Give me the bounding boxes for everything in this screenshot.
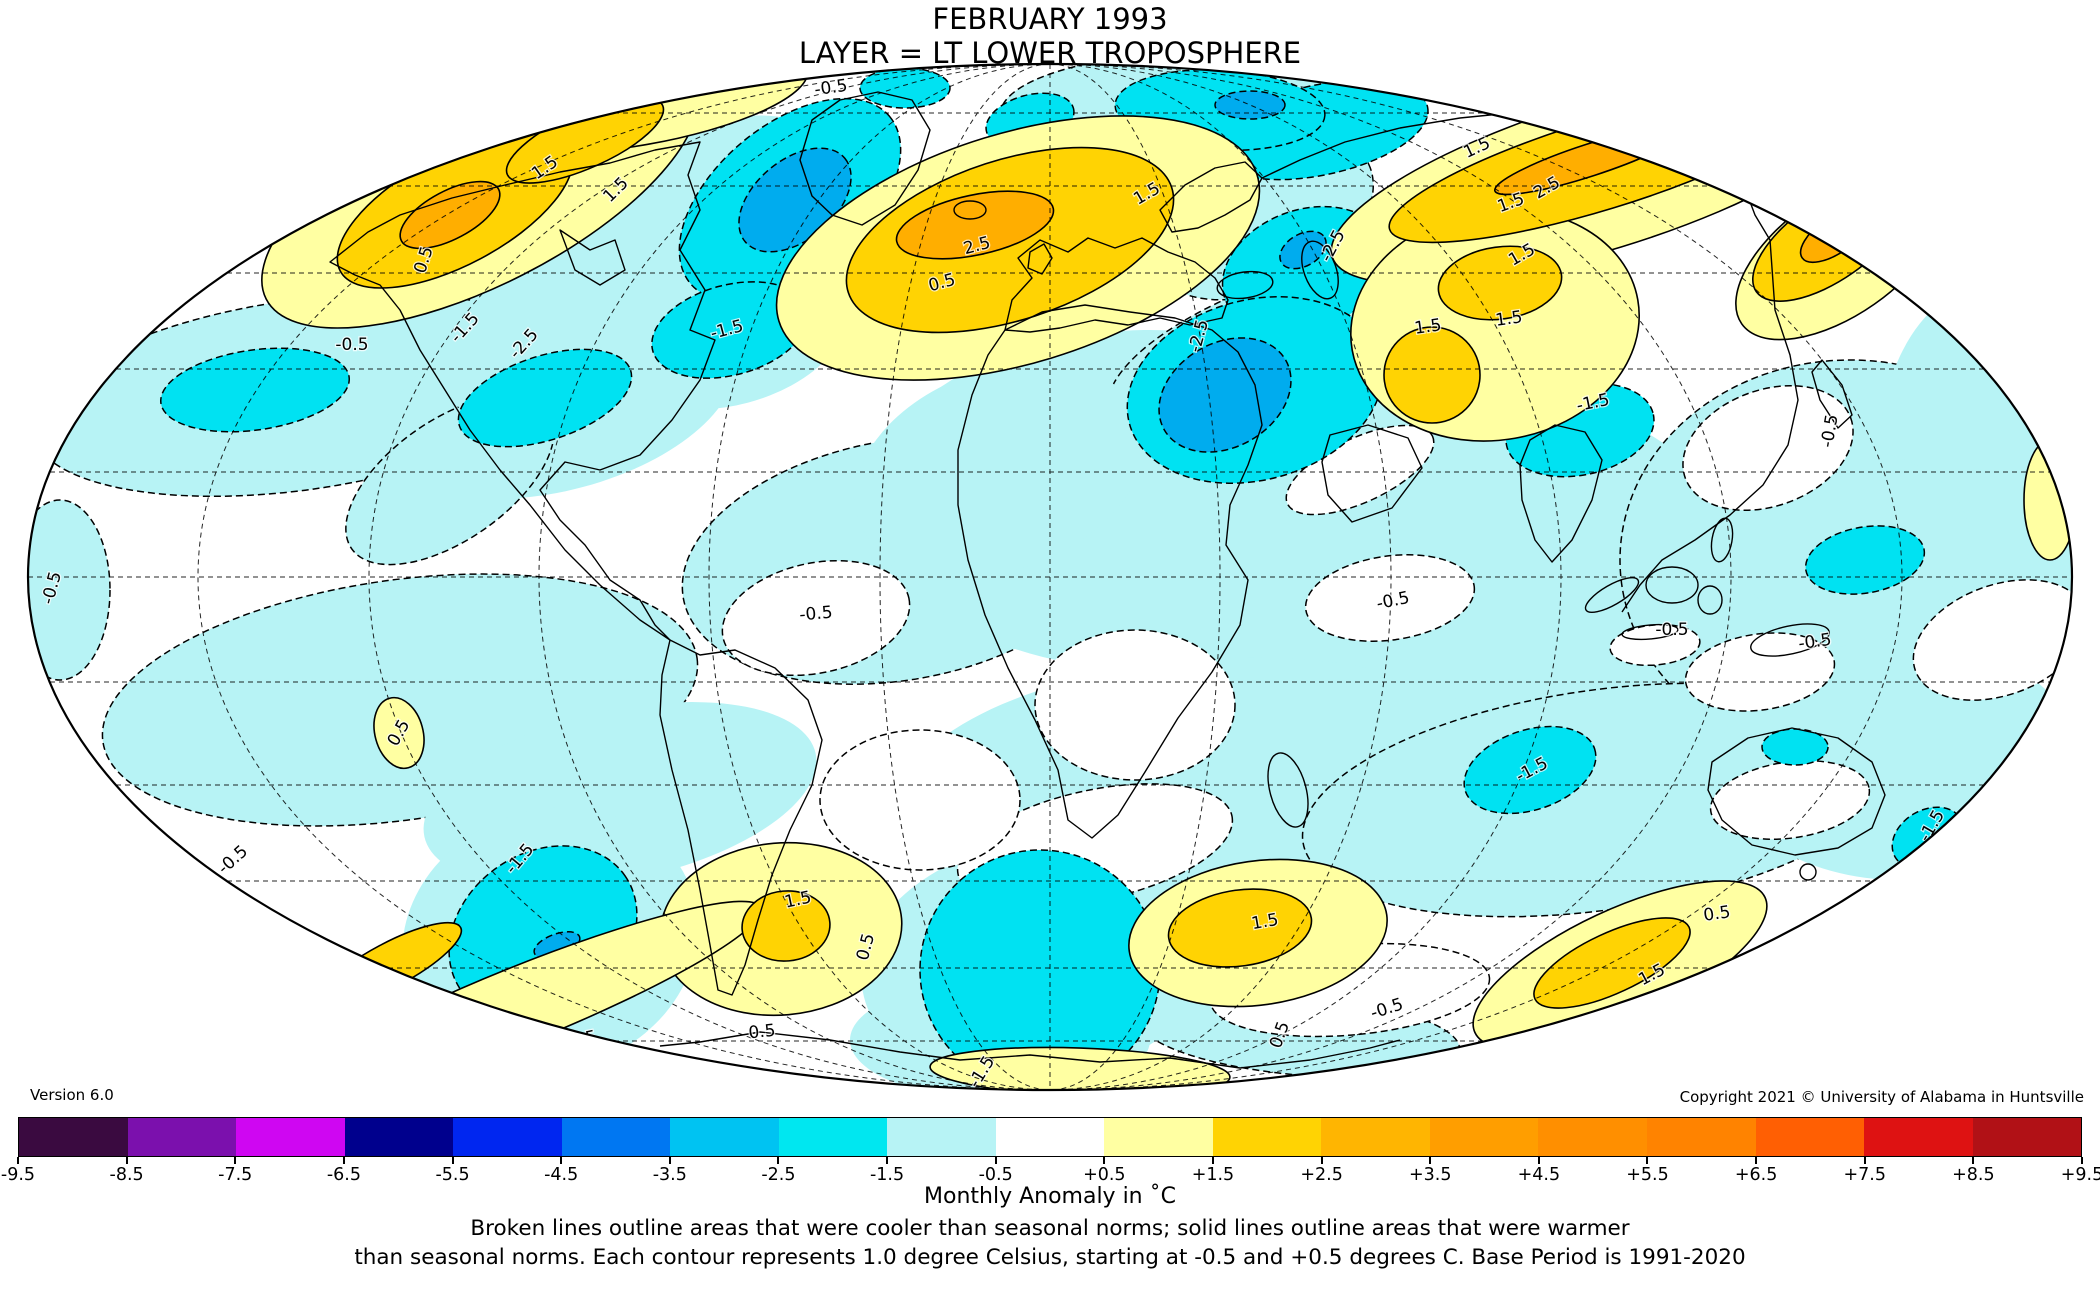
colorbar-tick-label: +2.5 — [1300, 1165, 1343, 1185]
colorbar-segment — [561, 1118, 671, 1156]
colorbar-tick-label: -3.5 — [652, 1165, 687, 1185]
colorbar-ticks: -9.5 -8.5 -7.5 -6.5 -5.5 -4.5 -3.5 -2.5 -1.5 -0.5… — [1, 1157, 2100, 1187]
colorbar-tick-label: -5.5 — [435, 1165, 470, 1185]
colorbar-tick-label: -7.5 — [218, 1165, 253, 1185]
contour-label: 1.5 — [1413, 315, 1443, 339]
contour-label: 0.5 — [1702, 902, 1732, 926]
contour-label: -0.5 — [799, 603, 834, 626]
colorbar-tick-mark — [668, 1157, 671, 1164]
colorbar-tick-label: -9.5 — [0, 1165, 36, 1185]
colorbar-tick-label: +6.5 — [1734, 1165, 1778, 1185]
contour-label: 0.5 — [748, 1021, 777, 1044]
colorbar-tick-mark — [1972, 1157, 1975, 1164]
contour-label: -0.5 — [562, 1027, 599, 1053]
colorbar-segment — [1864, 1118, 1973, 1156]
colorbar-title: Monthly Anomaly in ˚C — [924, 1184, 1176, 1209]
caption-line-2: than seasonal norms. Each contour repres… — [354, 1245, 1746, 1270]
colorbar-segment — [453, 1118, 562, 1156]
colorbar-tick-label: -2.5 — [761, 1165, 796, 1185]
colorbar-segment — [1972, 1118, 2082, 1156]
colorbar-tick-mark — [2081, 1157, 2083, 1164]
colorbar-segment — [887, 1118, 996, 1156]
colorbar-segment — [1429, 1118, 1539, 1156]
colorbar-tick-label: -4.5 — [544, 1165, 579, 1185]
colorbar-segment — [1212, 1118, 1322, 1156]
colorbar-tick-mark — [886, 1157, 889, 1164]
colorbar-tick-mark — [994, 1157, 997, 1164]
colorbar-tick-mark — [560, 1157, 563, 1164]
colorbar-tick-mark — [1320, 1157, 1323, 1164]
coastlines — [329, 91, 1936, 1069]
page-title: FEBRUARY 1993 LAYER = LT LOWER TROPOSPHE… — [0, 2, 2100, 70]
version-label: Version 6.0 — [30, 1086, 114, 1104]
map-outline — [26, 62, 2074, 1092]
colorbar-tick-mark — [17, 1157, 19, 1164]
colorbar-tick-mark — [1103, 1157, 1106, 1164]
colorbar-tick-mark — [1755, 1157, 1758, 1164]
colorbar-tick-label: +5.5 — [1626, 1165, 1669, 1185]
contour-label: 1.5 — [1494, 307, 1524, 331]
colorbar-tick-label: +4.5 — [1517, 1165, 1561, 1185]
contour-label: -0.5 — [335, 335, 368, 355]
colorbar-tick-mark — [451, 1157, 454, 1164]
colorbar-segment — [127, 1118, 237, 1156]
colorbar-segment — [1755, 1118, 1865, 1156]
colorbar-tick-mark — [777, 1157, 780, 1164]
colorbar-tick-mark — [234, 1157, 237, 1164]
colorbar-tick-label: -1.5 — [869, 1165, 905, 1185]
colorbar-tick-label: +3.5 — [1408, 1165, 1452, 1185]
caption-line-1: Broken lines outline areas that were coo… — [470, 1216, 1630, 1241]
title-month-year: FEBRUARY 1993 — [932, 2, 1168, 36]
colorbar-tick-mark — [1537, 1157, 1540, 1164]
colorbar-tick-label: -6.5 — [326, 1165, 361, 1185]
contour-labels: 1.51.50.5-0.5 -1.5 -2.5-0.52.50.51.5-2.5-2… — [37, 75, 1950, 1090]
colorbar-segment — [344, 1118, 454, 1156]
colorbar-segment — [1104, 1118, 1213, 1156]
colorbar-segment — [1646, 1118, 1756, 1156]
colorbar-tick-label: -0.5 — [978, 1165, 1013, 1185]
colorbar-tick-mark — [1211, 1157, 1214, 1164]
colorbar-tick-label: +7.5 — [1843, 1165, 1886, 1185]
colorbar-segment — [1321, 1118, 1430, 1156]
colorbar-tick-mark — [1646, 1157, 1649, 1164]
graticule-lines — [28, 64, 2072, 1090]
colorbar-tick-mark — [342, 1157, 345, 1164]
colorbar-segment — [670, 1118, 779, 1156]
copyright-label: Copyright 2021 © University of Alabama i… — [1679, 1088, 2084, 1106]
colorbar-tick-label: +9.5 — [2060, 1165, 2100, 1185]
colorbar-tick-mark — [1863, 1157, 1866, 1164]
colorbar-tick-label: +8.5 — [1952, 1165, 1995, 1185]
colorbar-segment — [995, 1118, 1105, 1156]
contour-label: -0.5 — [1797, 630, 1833, 654]
colorbar-tick-label: -8.5 — [109, 1165, 144, 1185]
colorbar-segment — [19, 1118, 128, 1156]
colorbar-tick-mark — [125, 1157, 128, 1164]
colorbar-segment — [1538, 1118, 1647, 1156]
colorbar-segments — [18, 1117, 2082, 1157]
contour-label: -0.5 — [1655, 620, 1688, 640]
colorbar-segment — [778, 1118, 888, 1156]
colorbar-segment — [236, 1118, 345, 1156]
colorbar-tick-label: +1.5 — [1191, 1165, 1235, 1185]
colorbar-tick-label: +0.5 — [1083, 1165, 1126, 1185]
colorbar-tick-mark — [1429, 1157, 1432, 1164]
